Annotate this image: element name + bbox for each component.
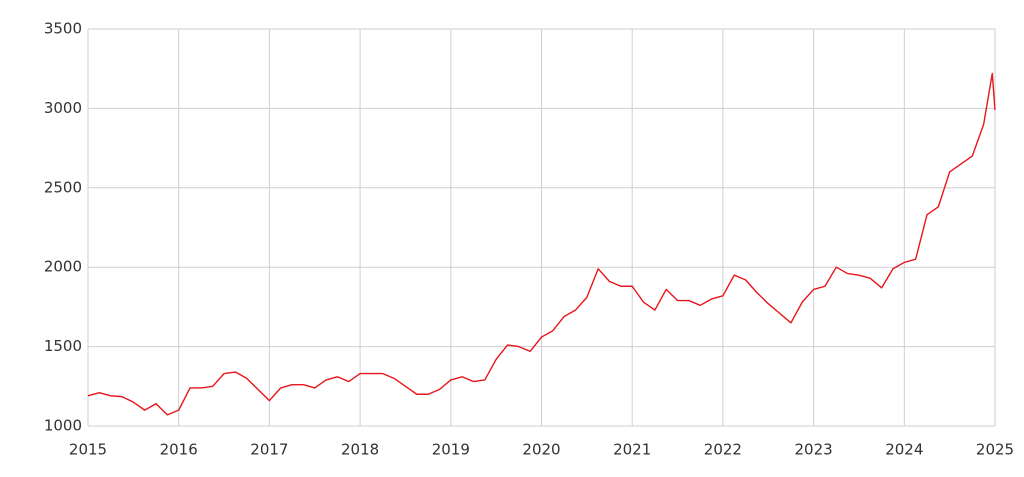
y-tick-label: 2000	[44, 258, 82, 276]
x-tick-label: 2020	[522, 441, 560, 459]
x-tick-label: 2025	[976, 441, 1014, 459]
x-tick-label: 2024	[885, 441, 923, 459]
x-tick-label: 2019	[432, 441, 470, 459]
x-tick-label: 2015	[69, 441, 107, 459]
x-tick-label: 2018	[341, 441, 379, 459]
y-tick-label: 3000	[44, 99, 82, 117]
y-tick-label: 1000	[44, 417, 82, 435]
y-tick-label: 1500	[44, 337, 82, 355]
y-tick-label: 3500	[44, 20, 82, 38]
x-tick-label: 2016	[160, 441, 198, 459]
x-tick-label: 2023	[795, 441, 833, 459]
y-tick-label: 2500	[44, 178, 82, 196]
line-series	[87, 72, 996, 416]
x-tick-label: 2022	[704, 441, 742, 459]
x-tick-label: 2021	[613, 441, 651, 459]
x-tick-label: 2017	[250, 441, 288, 459]
